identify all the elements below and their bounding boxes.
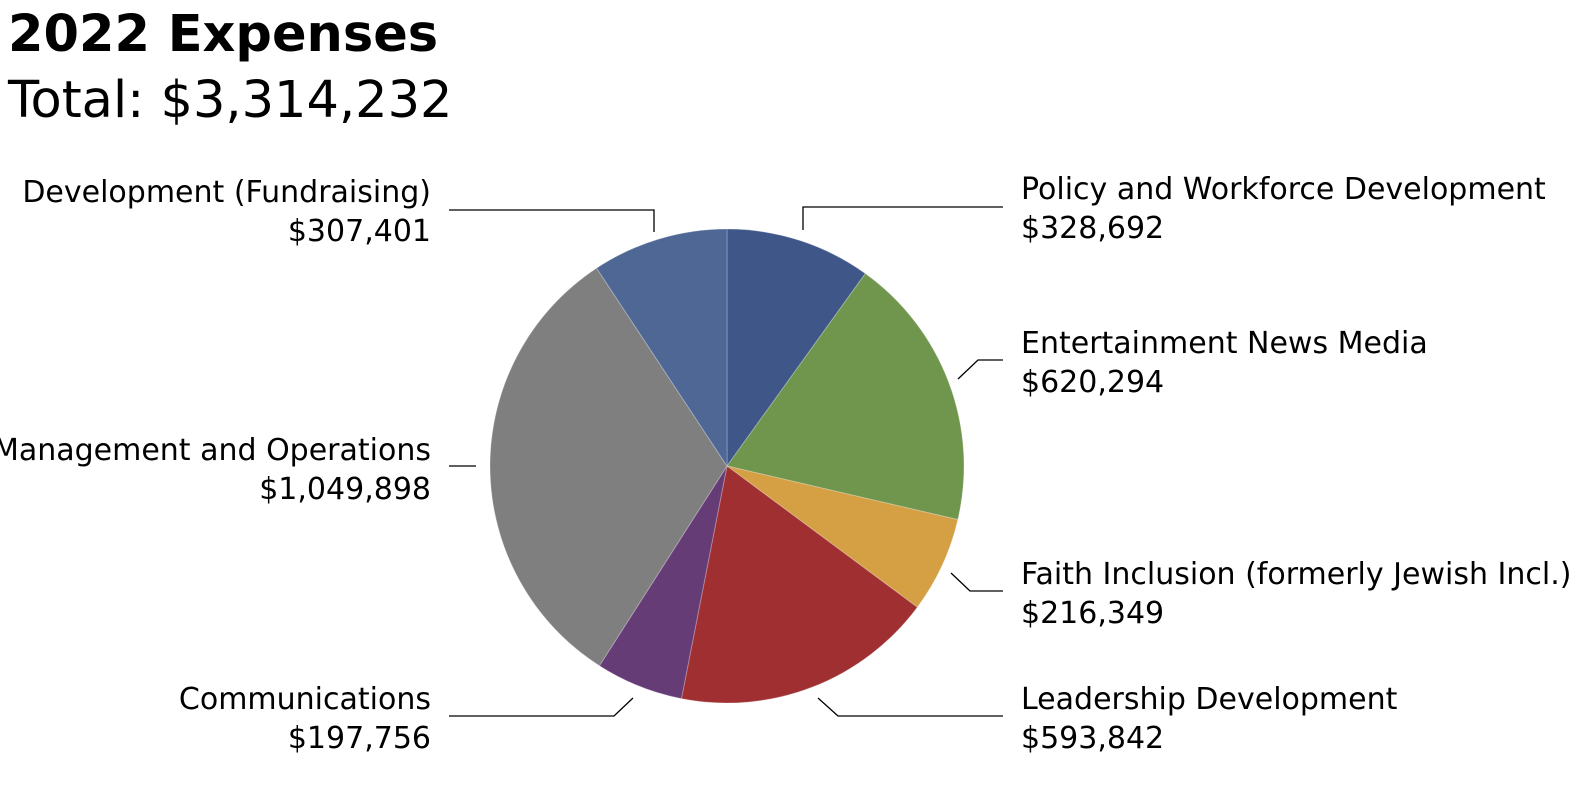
pie-slice-2 (726, 272, 965, 521)
leader-line-3 (950, 572, 1003, 592)
slice-value-3: $216,349 (1021, 596, 1164, 631)
pie-slice-5 (598, 465, 728, 700)
pie-slice-7 (595, 228, 728, 468)
slice-value-5: $197,756 (288, 721, 431, 756)
slice-label-6: Management and Operations (0, 433, 431, 468)
pie-slices (489, 228, 965, 704)
chart-subtitle: Total: $3,314,232 (8, 71, 453, 130)
slice-value-7: $307,401 (288, 214, 431, 249)
slice-label-7: Development (Fundraising) (22, 175, 431, 210)
pie-slice-4 (680, 465, 919, 704)
slice-label-5: Communications (179, 682, 431, 717)
pie-labels: Policy and Workforce Development $328,692… (0, 172, 1571, 756)
slice-value-2: $620,294 (1021, 365, 1164, 400)
slice-label-3: Faith Inclusion (formerly Jewish Incl.) (1021, 557, 1571, 592)
leader-line-7 (449, 209, 655, 232)
leader-line-5 (449, 697, 634, 717)
leader-line-2 (957, 359, 1003, 380)
chart-title: 2022 Expenses (8, 5, 439, 64)
slice-value-6: $1,049,898 (259, 472, 431, 507)
pie-slice-1 (726, 228, 867, 468)
leader-line-4 (817, 697, 1003, 717)
slice-value-4: $593,842 (1021, 721, 1164, 756)
slice-value-1: $328,692 (1021, 211, 1164, 246)
pie-slice-6 (489, 267, 728, 667)
slice-label-2: Entertainment News Media (1021, 326, 1428, 361)
leader-line-1 (802, 206, 1003, 230)
slice-label-1: Policy and Workforce Development (1021, 172, 1546, 207)
pie-slice-3 (726, 465, 959, 608)
slice-label-4: Leadership Development (1021, 682, 1398, 717)
